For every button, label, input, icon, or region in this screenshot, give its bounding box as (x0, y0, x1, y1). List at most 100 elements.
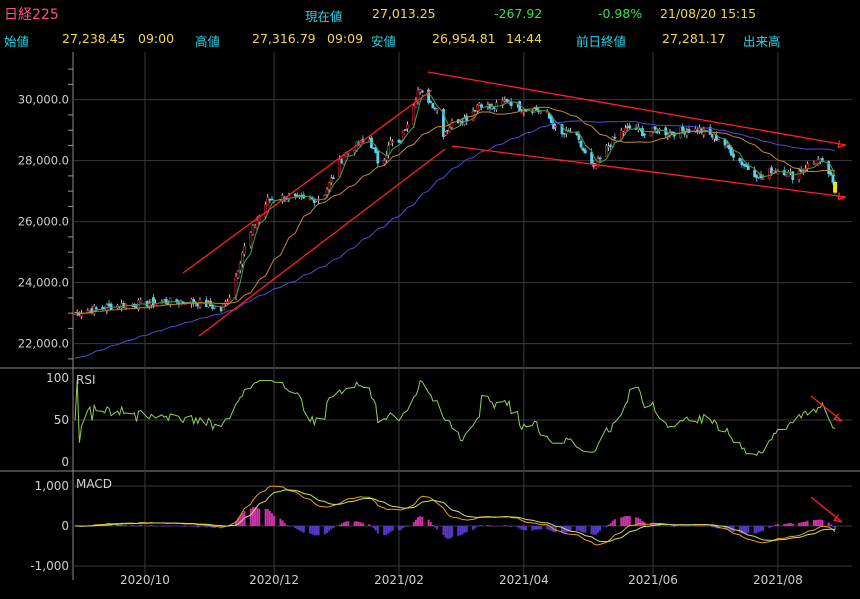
macd-histogram-bar (372, 526, 375, 529)
macd-histogram-bar (827, 522, 830, 526)
macd-tick-label: 1,000 (35, 479, 69, 493)
macd-title: MACD (76, 477, 112, 491)
trend-lines (182, 71, 847, 523)
macd-histogram-bar (357, 521, 360, 526)
macd-histogram-bar (433, 526, 436, 528)
macd-histogram-bar (785, 523, 788, 526)
macd-histogram-bar (431, 525, 434, 526)
candle-body (596, 158, 600, 168)
macd-histogram-bar (702, 525, 705, 527)
candle-body (761, 178, 765, 180)
macd-histogram-bar (338, 524, 341, 526)
macd-histogram-bar (116, 524, 119, 526)
macd-histogram-bar (124, 525, 127, 526)
candle-body (376, 151, 380, 164)
candle-body (738, 158, 742, 162)
macd-histogram-bar (436, 526, 439, 530)
macd-histogram-bar (461, 526, 464, 535)
macd-histogram-bar (664, 525, 667, 526)
symbol-title: 日経225 (4, 7, 59, 23)
rsi-tick-label: 100 (46, 371, 69, 385)
candle-body (266, 197, 270, 206)
macd-histogram-bar (177, 526, 180, 527)
macd-histogram-bar (694, 525, 697, 527)
macd-histogram-bar (163, 525, 166, 527)
macd-histogram-bar (584, 526, 587, 533)
candle-body (420, 90, 424, 93)
macd-histogram-bar (196, 526, 199, 528)
candle-body (613, 137, 617, 139)
macd-histogram-bar (709, 526, 712, 527)
candle-body (725, 143, 729, 146)
macd-histogram-bar (550, 526, 553, 531)
candle-body (653, 126, 657, 130)
candle-body (518, 101, 522, 112)
macd-histogram-bar (493, 526, 496, 527)
macd-histogram-bar (567, 526, 570, 532)
macd-down-arrow-head (833, 514, 843, 523)
macd-histogram-bar (345, 521, 348, 526)
high-label: 高値 (195, 34, 221, 49)
macd-histogram-bar (537, 526, 540, 530)
macd-histogram-bar (383, 526, 386, 536)
macd-histogram-bar (296, 526, 299, 530)
macd-histogram-bar (347, 521, 350, 526)
candle-body (327, 182, 331, 190)
macd-histogram-bar (800, 522, 803, 526)
low-label: 安値 (371, 34, 397, 49)
x-tick-label: 2021/06 (628, 573, 678, 587)
macd-histogram-bar (510, 526, 513, 527)
candle-body (431, 103, 435, 109)
candle-body (323, 194, 327, 199)
candle-body (806, 163, 809, 169)
macd-histogram-bar (639, 518, 642, 526)
macd-histogram-bar (429, 522, 432, 526)
rsi-tick-label: 50 (54, 413, 69, 427)
macd-histogram-bar (726, 526, 729, 530)
x-tick-label: 2021/04 (499, 573, 549, 587)
candle-body (198, 299, 202, 308)
macd-histogram-bar (745, 526, 748, 534)
macd-tick-label: -1,000 (30, 559, 69, 573)
macd-histogram-bar (711, 526, 714, 528)
rsi-line (74, 379, 836, 456)
signal-line (75, 489, 836, 543)
macd-histogram-bar (192, 526, 195, 527)
macd-histogram-bar (592, 526, 595, 535)
open-label: 始値 (4, 34, 30, 49)
macd-histogram-bar (107, 524, 110, 526)
macd-histogram-bar (762, 526, 765, 531)
candle-body (732, 153, 735, 158)
macd-histogram-bar (359, 522, 362, 526)
candle-body (552, 122, 555, 129)
macd-histogram-bar (211, 526, 214, 528)
macd-histogram-bar (804, 521, 807, 526)
low-value: 26,954.81 (432, 31, 496, 46)
macd-histogram-bar (298, 526, 301, 531)
macd-histogram-bar (817, 519, 820, 526)
macd-histogram-bar (205, 526, 208, 528)
macd-histogram-bar (829, 524, 832, 526)
macd-histogram-bar (362, 523, 365, 526)
macd-histogram-bar (489, 525, 492, 527)
macd-histogram-bar (723, 526, 726, 530)
macd-histogram-bar (520, 526, 523, 530)
candle-body (329, 177, 333, 183)
macd-histogram-bar (533, 526, 536, 530)
downtrend-upper-head (837, 140, 847, 149)
macd-histogram-bar (685, 526, 688, 527)
macd-histogram-bar (577, 526, 580, 531)
macd-histogram-bar (148, 525, 151, 527)
macd-histogram-bar (459, 526, 462, 536)
macd-histogram-bar (516, 526, 519, 528)
macd-histogram-bar (397, 526, 400, 531)
macd-histogram-bar (755, 526, 758, 534)
macd-histogram-bar (152, 525, 155, 527)
macd-histogram-bar (740, 526, 743, 534)
candle-body (251, 225, 255, 235)
macd-histogram-bar (209, 526, 212, 528)
macd-histogram-bar (819, 519, 822, 526)
macd-histogram-bar (463, 526, 466, 533)
macd-histogram-bar (270, 513, 273, 526)
